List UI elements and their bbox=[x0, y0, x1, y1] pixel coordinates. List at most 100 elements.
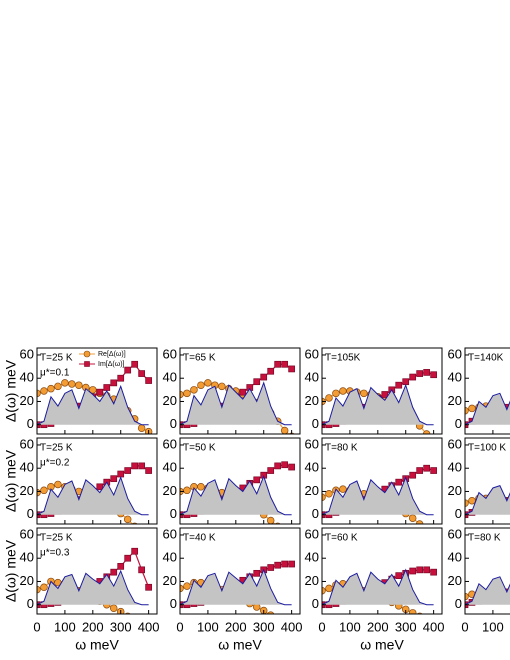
plot-area bbox=[37, 462, 152, 524]
spectrum-line bbox=[322, 383, 434, 426]
spectrum-line bbox=[180, 381, 292, 426]
marker-circle bbox=[325, 490, 333, 498]
y-tick-label: 60 bbox=[163, 436, 177, 451]
plot-area bbox=[37, 547, 152, 614]
y-tick-label: 0 bbox=[312, 506, 319, 521]
spectrum-line bbox=[180, 474, 292, 516]
y-tick-label: 40 bbox=[305, 460, 319, 475]
marker-square bbox=[138, 462, 146, 470]
y-tick-label: 60 bbox=[448, 526, 462, 541]
y-tick-label: 20 bbox=[305, 393, 319, 408]
marker-square bbox=[267, 467, 275, 474]
y-tick-label: 0 bbox=[455, 596, 462, 611]
panel-frame bbox=[179, 527, 301, 615]
panel: 0 20 40 60 0 100 200 300 400 T=25 K μ*=0.3 Δ(ω) meV… bbox=[3, 526, 160, 652]
marker-circle bbox=[430, 436, 437, 443]
y-tick-label: 0 bbox=[170, 416, 177, 431]
y-tick-label: 60 bbox=[20, 346, 34, 361]
y-tick-label: 60 bbox=[305, 346, 319, 361]
marker-circle bbox=[360, 389, 368, 398]
marker-square bbox=[267, 564, 275, 571]
marker-circle bbox=[37, 488, 41, 497]
marker-circle bbox=[332, 389, 340, 398]
y-tick-label: 40 bbox=[305, 370, 319, 385]
y-axis-label: Δ(ω) meV bbox=[3, 359, 19, 422]
plot-area bbox=[322, 464, 437, 537]
marker-circle bbox=[408, 514, 417, 522]
spectrum-line bbox=[465, 485, 510, 516]
spectrum-line bbox=[465, 576, 510, 606]
marker-square bbox=[409, 373, 417, 381]
marker-circle bbox=[183, 486, 191, 495]
marker-circle bbox=[266, 516, 275, 524]
panel: 0 20 40 60 T=25 K μ*=0.2 Δ(ω) meV bbox=[3, 436, 158, 525]
marker-square bbox=[253, 378, 261, 386]
spectrum-area bbox=[465, 576, 510, 605]
annotation: T=40 K bbox=[183, 533, 216, 544]
spectrum-area bbox=[465, 485, 510, 515]
panel-frame bbox=[464, 527, 510, 615]
y-axis-label: Δ(ω) meV bbox=[3, 449, 19, 512]
marker-square bbox=[274, 561, 282, 569]
marker-square bbox=[110, 475, 118, 483]
plot-area bbox=[465, 392, 510, 429]
legend-label: Re[Δ(ω)] bbox=[98, 351, 126, 358]
spectrum-area bbox=[180, 569, 292, 605]
marker-circle bbox=[197, 483, 205, 491]
marker-square bbox=[117, 563, 125, 570]
y-tick-label: 0 bbox=[312, 596, 319, 611]
marker-square bbox=[288, 365, 295, 373]
marker-circle bbox=[40, 387, 48, 395]
spectrum-area bbox=[180, 382, 292, 425]
y-tick-label: 60 bbox=[20, 526, 34, 541]
spectrum-area bbox=[37, 477, 149, 515]
y-tick-label: 20 bbox=[163, 573, 177, 588]
y-tick-label: 60 bbox=[448, 346, 462, 361]
marker-square bbox=[416, 566, 424, 574]
marker-circle bbox=[422, 430, 431, 434]
y-tick-label: 40 bbox=[448, 370, 462, 385]
marker-circle bbox=[123, 515, 132, 524]
marker-square bbox=[430, 568, 437, 576]
x-axis-label: ω meV bbox=[75, 637, 119, 653]
marker-circle bbox=[183, 389, 191, 398]
x-tick-label: 200 bbox=[367, 619, 389, 634]
marker-square bbox=[423, 464, 431, 472]
marker-square bbox=[253, 569, 261, 577]
marker-square bbox=[145, 377, 152, 384]
y-tick-label: 40 bbox=[20, 460, 34, 475]
marker-square bbox=[381, 391, 389, 398]
annotation: T=105K bbox=[325, 353, 361, 364]
panel-frame bbox=[464, 347, 510, 435]
y-tick-label: 40 bbox=[448, 550, 462, 565]
spectrum-area bbox=[37, 571, 149, 605]
marker-square bbox=[96, 388, 104, 396]
marker-square bbox=[138, 566, 146, 574]
marker-square bbox=[281, 560, 289, 568]
marker-square bbox=[274, 360, 282, 368]
marker-square bbox=[430, 371, 437, 379]
marker-circle bbox=[47, 384, 55, 393]
panel: 0 20 40 60 0 100 200 300 400 T=60 K ω meV bbox=[305, 526, 445, 652]
marker-circle bbox=[40, 486, 48, 495]
marker-circle bbox=[430, 530, 437, 537]
y-tick-label: 0 bbox=[170, 596, 177, 611]
marker-square bbox=[281, 360, 289, 368]
marker-circle bbox=[267, 611, 275, 614]
y-tick-label: 40 bbox=[20, 550, 34, 565]
y-tick-label: 20 bbox=[448, 393, 462, 408]
panel-frame bbox=[321, 347, 443, 435]
y-tick-label: 60 bbox=[305, 526, 319, 541]
marker-square bbox=[430, 467, 437, 474]
x-tick-label: 400 bbox=[138, 619, 160, 634]
marker-circle bbox=[468, 497, 476, 505]
marker-square bbox=[288, 463, 295, 471]
y-tick-label: 0 bbox=[27, 416, 34, 431]
marker-circle bbox=[339, 387, 347, 395]
y-tick-label: 40 bbox=[163, 550, 177, 565]
x-tick-label: 200 bbox=[225, 619, 247, 634]
legend-marker bbox=[83, 350, 91, 358]
y-tick-label: 0 bbox=[27, 506, 34, 521]
